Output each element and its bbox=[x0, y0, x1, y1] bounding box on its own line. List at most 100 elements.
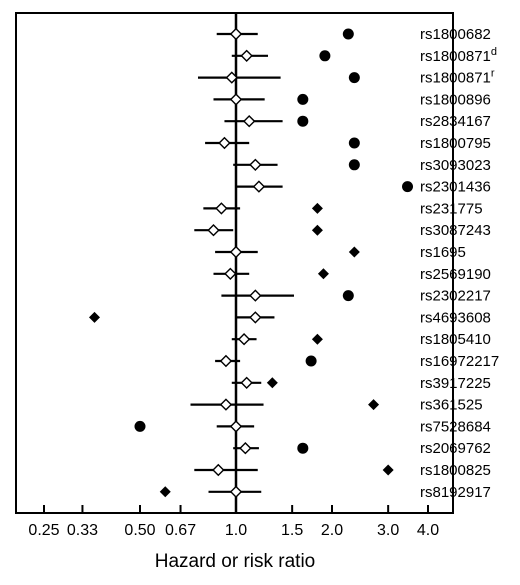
snp-name: rs231775 bbox=[420, 200, 483, 217]
estimate-marker bbox=[219, 354, 233, 368]
x-tick-label: 1.5 bbox=[281, 522, 303, 539]
snp-name: rs1805410 bbox=[420, 331, 491, 348]
snp-label: rs361525 bbox=[420, 397, 483, 414]
estimate-marker bbox=[243, 115, 256, 128]
snp-label: rs1800682 bbox=[420, 26, 491, 43]
filled-circle-marker bbox=[297, 93, 309, 105]
plot-frame bbox=[15, 12, 454, 514]
x-tick-label: 0.25 bbox=[28, 522, 59, 539]
forest-rows bbox=[89, 27, 414, 498]
filled-circle-marker bbox=[134, 420, 146, 432]
forest-row bbox=[216, 27, 354, 41]
filled-diamond-marker bbox=[159, 486, 171, 498]
x-tick-label: 4.0 bbox=[417, 522, 439, 539]
x-tick-label: 0.50 bbox=[124, 522, 155, 539]
estimate-marker bbox=[229, 420, 243, 433]
snp-label: rs1805410 bbox=[420, 331, 491, 348]
snp-label: rs1800795 bbox=[420, 135, 491, 152]
snp-label: rs1695 bbox=[420, 244, 466, 261]
snp-superscript: r bbox=[491, 68, 495, 80]
snp-name: rs3087243 bbox=[420, 222, 491, 239]
filled-diamond-marker bbox=[368, 399, 380, 411]
forest-row bbox=[205, 136, 360, 150]
snp-label: rs3093023 bbox=[420, 157, 491, 174]
snp-name: rs3917225 bbox=[420, 375, 491, 392]
forest-row bbox=[233, 442, 309, 455]
snp-label: rs1800825 bbox=[420, 462, 491, 479]
forest-row bbox=[215, 354, 317, 368]
estimate-marker bbox=[249, 311, 262, 324]
x-axis-ticks: 0.25 0.33 0.50 0.67 1.0 1.5 2.0 3.0 4.0 bbox=[28, 505, 439, 539]
forest-row bbox=[236, 180, 414, 193]
filled-circle-marker bbox=[402, 181, 414, 193]
forest-row bbox=[190, 398, 380, 411]
snp-label: rs3917225 bbox=[420, 375, 491, 392]
filled-diamond-marker bbox=[348, 246, 360, 258]
snp-name: rs1800825 bbox=[420, 462, 491, 479]
snp-label: rs231775 bbox=[420, 200, 483, 217]
estimate-marker bbox=[215, 202, 228, 215]
filled-circle-marker bbox=[342, 28, 354, 40]
snp-label: rs16972217 bbox=[420, 353, 499, 370]
estimate-marker bbox=[252, 180, 266, 193]
snp-label: rs1800871d bbox=[420, 46, 497, 65]
snp-name: rs1800795 bbox=[420, 135, 491, 152]
filled-circle-marker bbox=[305, 355, 317, 367]
filled-diamond-marker bbox=[382, 464, 394, 476]
estimate-marker bbox=[240, 49, 253, 62]
snp-name: rs2302217 bbox=[420, 288, 491, 305]
estimate-marker bbox=[229, 93, 243, 106]
estimate-marker bbox=[239, 442, 252, 455]
snp-name: rs1800682 bbox=[420, 26, 491, 43]
snp-label: rs7528684 bbox=[420, 418, 491, 435]
forest-row bbox=[224, 115, 309, 128]
estimate-marker bbox=[249, 289, 262, 302]
estimate-marker bbox=[219, 398, 233, 411]
estimate-marker bbox=[249, 158, 262, 171]
filled-circle-marker bbox=[297, 442, 309, 454]
filled-circle-marker bbox=[348, 72, 360, 84]
snp-superscript: d bbox=[491, 46, 497, 58]
snp-name: rs2569190 bbox=[420, 266, 491, 283]
filled-diamond-marker bbox=[89, 311, 101, 323]
filled-diamond-marker bbox=[311, 224, 323, 236]
forest-row bbox=[231, 49, 331, 62]
snp-label: rs4693608 bbox=[420, 309, 491, 326]
forest-row bbox=[197, 71, 360, 84]
x-tick-label: 0.33 bbox=[67, 522, 98, 539]
filled-diamond-marker bbox=[311, 202, 323, 214]
snp-label: rs1800896 bbox=[420, 91, 491, 108]
estimate-marker bbox=[207, 224, 220, 237]
estimate-marker bbox=[240, 376, 253, 389]
forest-row bbox=[203, 202, 323, 215]
x-tick-label: 3.0 bbox=[377, 522, 399, 539]
filled-diamond-marker bbox=[266, 377, 278, 389]
estimate-marker bbox=[225, 71, 238, 84]
filled-circle-marker bbox=[297, 115, 309, 127]
forest-row bbox=[231, 376, 278, 389]
forest-row bbox=[213, 93, 309, 106]
snp-label: rs8192917 bbox=[420, 484, 491, 501]
snp-label: rs2301436 bbox=[420, 179, 491, 196]
forest-row bbox=[194, 224, 323, 237]
snp-name: rs8192917 bbox=[420, 484, 491, 501]
snp-name: rs2301436 bbox=[420, 179, 491, 196]
estimate-marker bbox=[237, 333, 251, 346]
forest-row bbox=[159, 485, 262, 498]
forest-row bbox=[221, 289, 354, 302]
forest-row bbox=[134, 420, 255, 433]
filled-circle-marker bbox=[348, 137, 360, 149]
forest-row bbox=[231, 333, 323, 346]
snp-name: rs1695 bbox=[420, 244, 466, 261]
estimate-marker bbox=[229, 27, 243, 41]
snp-name: rs1800871 bbox=[420, 48, 491, 65]
snp-name: rs3093023 bbox=[420, 157, 491, 174]
snp-label: rs2569190 bbox=[420, 266, 491, 283]
forest-row bbox=[89, 311, 275, 324]
estimate-marker bbox=[229, 245, 243, 259]
estimate-marker bbox=[229, 485, 243, 498]
forest-row bbox=[194, 463, 394, 477]
snp-name: rs16972217 bbox=[420, 353, 499, 370]
filled-circle-marker bbox=[348, 159, 360, 171]
